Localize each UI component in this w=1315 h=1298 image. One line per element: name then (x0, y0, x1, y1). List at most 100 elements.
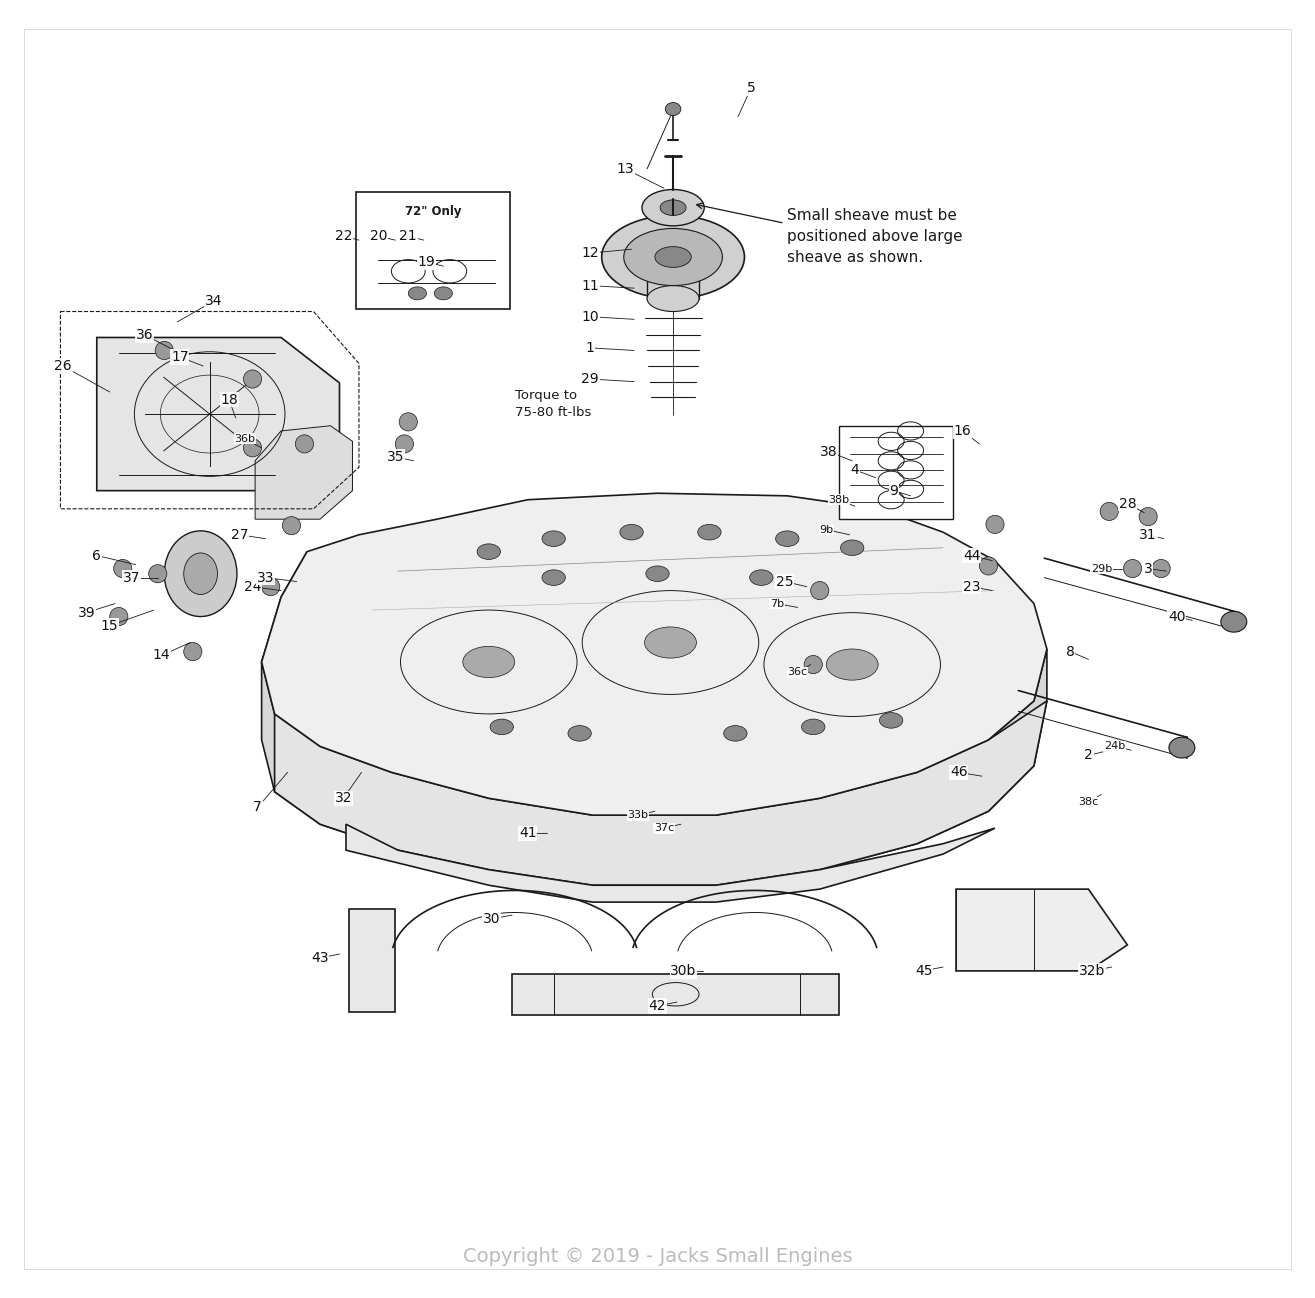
Text: 36: 36 (135, 328, 154, 341)
Text: 8: 8 (1066, 645, 1074, 658)
Text: 33: 33 (256, 571, 275, 584)
Text: 44: 44 (963, 549, 981, 562)
Ellipse shape (723, 726, 747, 741)
Text: 3: 3 (1144, 562, 1152, 575)
Text: 5: 5 (747, 82, 755, 95)
Ellipse shape (698, 524, 721, 540)
Text: 24b: 24b (1103, 741, 1126, 752)
Polygon shape (348, 909, 396, 1012)
Ellipse shape (1220, 611, 1247, 632)
Text: 7b: 7b (769, 598, 784, 609)
Text: 2: 2 (1084, 749, 1093, 762)
Ellipse shape (396, 435, 413, 453)
Ellipse shape (164, 531, 237, 617)
Ellipse shape (184, 553, 217, 594)
Ellipse shape (642, 190, 705, 226)
Ellipse shape (776, 531, 800, 546)
Text: 24: 24 (243, 580, 262, 593)
Ellipse shape (1152, 559, 1170, 578)
Ellipse shape (660, 200, 686, 215)
Ellipse shape (155, 341, 174, 360)
Text: 20: 20 (370, 230, 387, 243)
Ellipse shape (1139, 508, 1157, 526)
Text: 39: 39 (78, 606, 95, 619)
Ellipse shape (463, 646, 514, 678)
Ellipse shape (619, 524, 643, 540)
Text: 14: 14 (153, 649, 171, 662)
Text: 22: 22 (334, 230, 352, 243)
Text: 38: 38 (821, 445, 838, 458)
Polygon shape (956, 889, 1127, 971)
Text: 16: 16 (953, 424, 972, 437)
Ellipse shape (840, 540, 864, 556)
Text: 28: 28 (1119, 497, 1136, 510)
Polygon shape (97, 337, 339, 491)
Text: 32b: 32b (1080, 964, 1106, 977)
Text: Small sheave must be
positioned above large
sheave as shown.: Small sheave must be positioned above la… (788, 208, 963, 265)
Ellipse shape (750, 570, 773, 585)
Text: 9b: 9b (819, 524, 834, 535)
Polygon shape (512, 974, 839, 1015)
Ellipse shape (243, 439, 262, 457)
Ellipse shape (802, 719, 825, 735)
Ellipse shape (113, 559, 132, 578)
Text: 21: 21 (400, 230, 417, 243)
Ellipse shape (880, 713, 903, 728)
Polygon shape (346, 824, 995, 902)
Ellipse shape (296, 435, 313, 453)
Ellipse shape (602, 215, 744, 299)
Text: 37c: 37c (654, 823, 675, 833)
Text: 30: 30 (483, 912, 500, 925)
Text: 41: 41 (519, 827, 537, 840)
Text: 46: 46 (949, 766, 968, 779)
Text: 4: 4 (851, 463, 859, 476)
Bar (356, 192, 509, 309)
Text: 13: 13 (617, 162, 634, 175)
Ellipse shape (400, 413, 417, 431)
Ellipse shape (1169, 737, 1195, 758)
Text: 40: 40 (1168, 610, 1185, 623)
Ellipse shape (647, 286, 700, 312)
Polygon shape (839, 426, 953, 519)
Polygon shape (275, 701, 1047, 885)
Ellipse shape (542, 531, 565, 546)
Text: 32: 32 (334, 792, 352, 805)
Text: 42: 42 (648, 999, 667, 1012)
Ellipse shape (542, 570, 565, 585)
Text: 29b: 29b (1090, 563, 1112, 574)
Text: 9: 9 (889, 484, 898, 497)
Ellipse shape (568, 726, 592, 741)
Text: 30b: 30b (671, 964, 697, 977)
Ellipse shape (980, 557, 998, 575)
Ellipse shape (184, 643, 203, 661)
Text: 27: 27 (231, 528, 249, 541)
Text: 7: 7 (254, 801, 262, 814)
Text: Jacks©
SMALL ENGINES: Jacks© SMALL ENGINES (468, 631, 847, 724)
Text: 6: 6 (92, 549, 101, 562)
Text: 26: 26 (54, 360, 72, 373)
Ellipse shape (490, 719, 513, 735)
Ellipse shape (283, 517, 301, 535)
Ellipse shape (655, 247, 692, 267)
Text: 23: 23 (963, 580, 981, 593)
Polygon shape (262, 552, 1047, 885)
Ellipse shape (109, 607, 128, 626)
Ellipse shape (805, 655, 822, 674)
Text: 17: 17 (171, 350, 188, 363)
Text: 10: 10 (581, 310, 598, 323)
Text: 38b: 38b (828, 495, 849, 505)
Text: 29: 29 (581, 373, 598, 386)
Text: Torque to
75-80 ft-lbs: Torque to 75-80 ft-lbs (514, 389, 592, 419)
Text: 36c: 36c (788, 667, 807, 678)
Text: 38c: 38c (1078, 797, 1098, 807)
Text: 31: 31 (1139, 528, 1157, 541)
Ellipse shape (646, 566, 669, 582)
Text: 43: 43 (312, 951, 329, 964)
Ellipse shape (623, 228, 722, 286)
Ellipse shape (408, 287, 426, 300)
Polygon shape (262, 493, 1047, 815)
Ellipse shape (149, 565, 167, 583)
Text: 45: 45 (915, 964, 932, 977)
Text: 18: 18 (221, 393, 238, 406)
Ellipse shape (243, 370, 262, 388)
